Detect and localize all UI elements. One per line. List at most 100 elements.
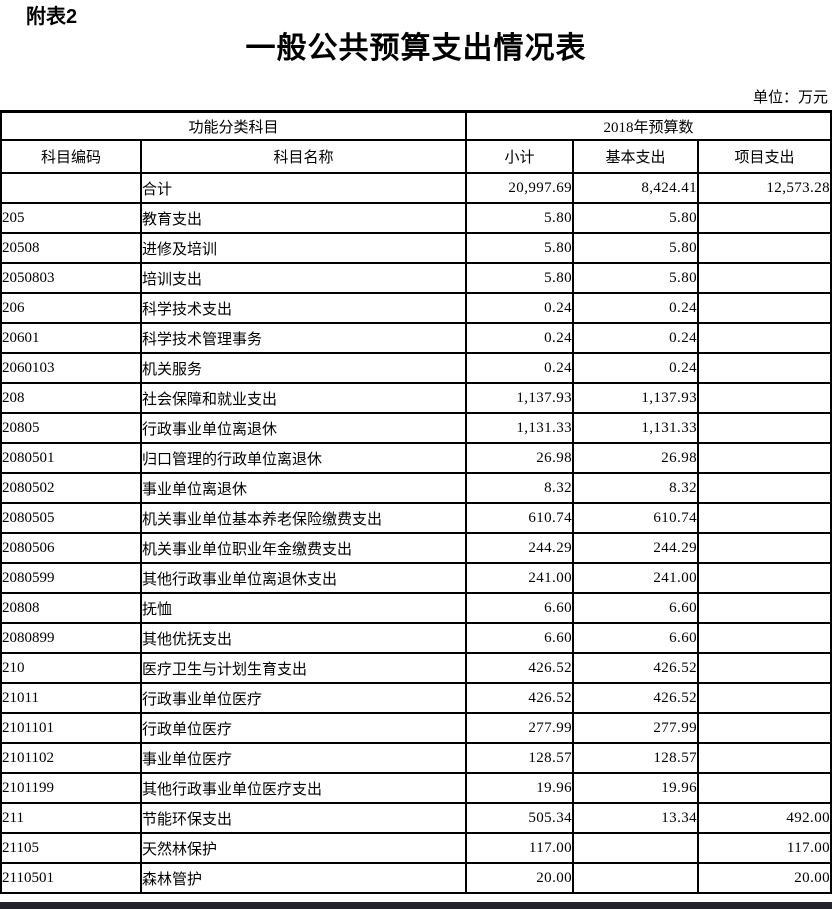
cell-subtotal: 20.00: [465, 862, 575, 894]
cell-project-expenditure: [697, 712, 832, 744]
cell-basic-expenditure: 0.24: [572, 322, 700, 354]
cell-subtotal: 20,997.69: [465, 172, 575, 204]
table-row: 2080505 机关事业单位基本养老保险缴费支出 610.74 610.74: [0, 502, 832, 534]
table-header: 功能分类科目 2018年预算数 科目编码 科目名称 小计 基本支出 项目支出: [0, 110, 832, 174]
cell-project-expenditure: 12,573.28: [697, 172, 832, 204]
cell-subject-name: 机关服务: [139, 352, 468, 384]
table-row: 210 医疗卫生与计划生育支出 426.52 426.52: [0, 652, 832, 684]
cell-project-expenditure: [697, 352, 832, 384]
cell-subtotal: 5.80: [465, 202, 575, 234]
cell-subject-code: [0, 172, 142, 204]
cell-subject-name: 机关事业单位基本养老保险缴费支出: [139, 502, 468, 534]
cell-subject-code: 2101199: [0, 772, 142, 804]
cell-subject-name: 抚恤: [139, 592, 468, 624]
cell-subject-code: 2080501: [0, 442, 142, 474]
table-row: 2080599 其他行政事业单位离退休支出 241.00 241.00: [0, 562, 832, 594]
cell-basic-expenditure: 426.52: [572, 682, 700, 714]
table-row: 2080502 事业单位离退休 8.32 8.32: [0, 472, 832, 504]
cell-subject-code: 2080506: [0, 532, 142, 564]
cell-subject-code: 211: [0, 802, 142, 834]
cell-subject-name: 教育支出: [139, 202, 468, 234]
cell-subject-name: 归口管理的行政单位离退休: [139, 442, 468, 474]
cell-subtotal: 128.57: [465, 742, 575, 774]
cell-basic-expenditure: 0.24: [572, 352, 700, 384]
cell-subtotal: 6.60: [465, 592, 575, 624]
cell-project-expenditure: [697, 382, 832, 414]
table-row: 211 节能环保支出 505.34 13.34 492.00: [0, 802, 832, 834]
table-row: 20508 进修及培训 5.80 5.80: [0, 232, 832, 264]
table-row: 2080501 归口管理的行政单位离退休 26.98 26.98: [0, 442, 832, 474]
header-group-row: 功能分类科目 2018年预算数: [0, 110, 832, 141]
cell-basic-expenditure: 0.24: [572, 292, 700, 324]
table-row: 21011 行政事业单位医疗 426.52 426.52: [0, 682, 832, 714]
cell-basic-expenditure: 26.98: [572, 442, 700, 474]
table-row: 205 教育支出 5.80 5.80: [0, 202, 832, 234]
cell-subject-name: 进修及培训: [139, 232, 468, 264]
cell-basic-expenditure: 19.96: [572, 772, 700, 804]
cell-subject-name: 机关事业单位职业年金缴费支出: [139, 532, 468, 564]
cell-project-expenditure: [697, 742, 832, 774]
cell-subtotal: 0.24: [465, 322, 575, 354]
cell-subject-code: 2101102: [0, 742, 142, 774]
cell-project-expenditure: [697, 262, 832, 294]
cell-subtotal: 1,131.33: [465, 412, 575, 444]
table-row: 2080899 其他优抚支出 6.60 6.60: [0, 622, 832, 654]
cell-subject-code: 2060103: [0, 352, 142, 384]
attachment-label: 附表2: [26, 6, 78, 28]
table-row: 20808 抚恤 6.60 6.60: [0, 592, 832, 624]
cell-basic-expenditure: 5.80: [572, 262, 700, 294]
header-col-subtotal: 小计: [465, 139, 575, 174]
cell-subject-name: 天然林保护: [139, 832, 468, 864]
header-col-code: 科目编码: [0, 139, 142, 174]
cell-basic-expenditure: 5.80: [572, 202, 700, 234]
cell-project-expenditure: [697, 562, 832, 594]
cell-subject-name: 合计: [139, 172, 468, 204]
cell-subtotal: 0.24: [465, 352, 575, 384]
cell-subtotal: 6.60: [465, 622, 575, 654]
header-col-name: 科目名称: [139, 139, 468, 174]
cell-project-expenditure: [697, 682, 832, 714]
cell-subtotal: 610.74: [465, 502, 575, 534]
cell-subtotal: 426.52: [465, 652, 575, 684]
cell-subject-name: 事业单位离退休: [139, 472, 468, 504]
cell-basic-expenditure: [572, 862, 700, 894]
cell-subject-name: 行政事业单位离退休: [139, 412, 468, 444]
cell-project-expenditure: [697, 592, 832, 624]
cell-project-expenditure: [697, 532, 832, 564]
cell-project-expenditure: [697, 772, 832, 804]
cell-subject-code: 21011: [0, 682, 142, 714]
cell-subject-name: 行政单位医疗: [139, 712, 468, 744]
cell-subtotal: 5.80: [465, 232, 575, 264]
cell-project-expenditure: [697, 232, 832, 264]
cell-subject-name: 其他行政事业单位医疗支出: [139, 772, 468, 804]
table-row: 20601 科学技术管理事务 0.24 0.24: [0, 322, 832, 354]
cell-project-expenditure: [697, 622, 832, 654]
table-row: 2080506 机关事业单位职业年金缴费支出 244.29 244.29: [0, 532, 832, 564]
cell-subject-name: 医疗卫生与计划生育支出: [139, 652, 468, 684]
cell-subtotal: 117.00: [465, 832, 575, 864]
cell-subtotal: 241.00: [465, 562, 575, 594]
cell-subject-name: 培训支出: [139, 262, 468, 294]
table-row: 2101101 行政单位医疗 277.99 277.99: [0, 712, 832, 744]
cell-project-expenditure: 117.00: [697, 832, 832, 864]
cell-basic-expenditure: 1,137.93: [572, 382, 700, 414]
table-row: 2101102 事业单位医疗 128.57 128.57: [0, 742, 832, 774]
cell-subtotal: 19.96: [465, 772, 575, 804]
cell-subject-code: 2080599: [0, 562, 142, 594]
cell-basic-expenditure: [572, 832, 700, 864]
table-row: 2101199 其他行政事业单位医疗支出 19.96 19.96: [0, 772, 832, 804]
cell-subtotal: 8.32: [465, 472, 575, 504]
cell-basic-expenditure: 13.34: [572, 802, 700, 834]
cell-subject-code: 2080502: [0, 472, 142, 504]
cell-project-expenditure: [697, 652, 832, 684]
table-row: 206 科学技术支出 0.24 0.24: [0, 292, 832, 324]
cell-subject-code: 2101101: [0, 712, 142, 744]
cell-subtotal: 505.34: [465, 802, 575, 834]
cell-basic-expenditure: 6.60: [572, 622, 700, 654]
cell-subject-name: 科学技术管理事务: [139, 322, 468, 354]
cell-project-expenditure: [697, 502, 832, 534]
unit-label: 单位：万元: [752, 90, 828, 106]
cell-basic-expenditure: 8,424.41: [572, 172, 700, 204]
cell-subtotal: 1,137.93: [465, 382, 575, 414]
cell-subtotal: 5.80: [465, 262, 575, 294]
